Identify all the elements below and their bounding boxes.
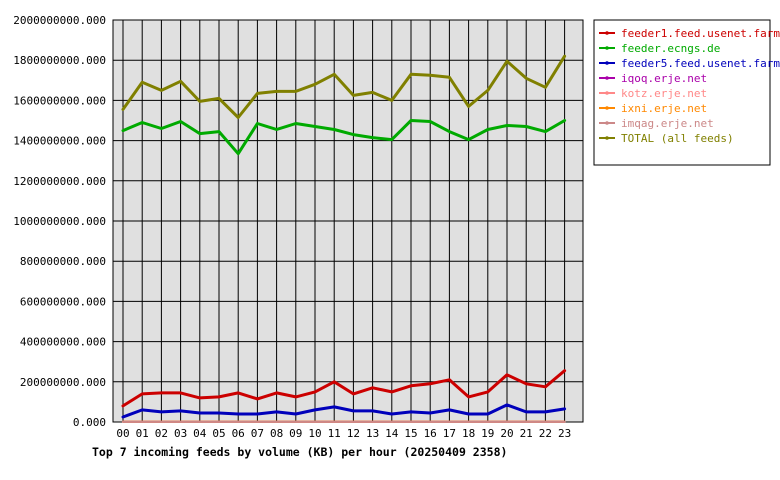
y-tick-label: 1600000000.000 [13, 94, 106, 107]
x-tick-label: 01 [136, 427, 149, 440]
x-axis-tick-labels: 00 01 02 03 04 05 06 07 08 09 10 11 12 13 14 15 16 17 18 19… [116, 427, 571, 440]
x-tick-label: 11 [328, 427, 341, 440]
x-tick-label: 09 [289, 427, 302, 440]
y-tick-label: 200000000.000 [20, 376, 106, 389]
x-tick-label: 12 [347, 427, 360, 440]
x-tick-label: 23 [558, 427, 571, 440]
legend-marker [605, 106, 609, 110]
legend-label: imqag.erje.net [621, 117, 714, 130]
y-tick-label: 1400000000.000 [13, 135, 106, 148]
y-tick-label: 600000000.000 [20, 295, 106, 308]
x-tick-label: 10 [308, 427, 321, 440]
y-tick-label: 0.000 [73, 416, 106, 429]
x-tick-label: 05 [212, 427, 225, 440]
x-tick-label: 02 [155, 427, 168, 440]
y-tick-label: 2000000000.000 [13, 14, 106, 27]
legend-label: feeder.ecngs.de [621, 42, 720, 55]
legend-marker [605, 61, 609, 65]
x-tick-label: 07 [251, 427, 264, 440]
x-tick-label: 06 [232, 427, 245, 440]
legend-box [593, 19, 771, 166]
legend-label: feeder5.feed.usenet.farm [621, 57, 780, 70]
x-tick-label: 08 [270, 427, 283, 440]
x-tick-label: 22 [539, 427, 552, 440]
legend-label: ixni.erje.net [621, 102, 707, 115]
legend-marker [605, 136, 609, 140]
x-tick-label: 14 [385, 427, 399, 440]
y-tick-label: 1000000000.000 [13, 215, 106, 228]
x-tick-label: 17 [443, 427, 456, 440]
series-line [121, 54, 567, 119]
legend-marker [605, 91, 609, 95]
legend: feeder1.feed.usenet.farm feeder.ecngs.de f… [593, 19, 780, 166]
chart-title: Top 7 incoming feeds by volume (KB) per … [92, 445, 507, 459]
x-tick-label: 15 [404, 427, 417, 440]
x-tick-label: 21 [520, 427, 533, 440]
series-lines [121, 54, 567, 423]
legend-label: iqoq.erje.net [621, 72, 707, 85]
legend-label: feeder1.feed.usenet.farm [621, 27, 780, 40]
y-tick-label: 1800000000.000 [13, 54, 106, 67]
legend-label: TOTAL (all feeds) [621, 132, 734, 145]
x-tick-label: 18 [462, 427, 475, 440]
x-tick-label: 16 [424, 427, 437, 440]
x-tick-label: 19 [481, 427, 494, 440]
x-tick-label: 20 [500, 427, 513, 440]
legend-marker [605, 76, 609, 80]
legend-marker [605, 46, 609, 50]
x-tick-label: 13 [366, 427, 379, 440]
x-tick-label: 00 [116, 427, 129, 440]
series-line [121, 403, 567, 419]
y-axis-tick-labels: 0.000 200000000.000 400000000.000 600000000… [13, 14, 106, 429]
series-line [121, 119, 567, 156]
legend-marker [605, 31, 609, 35]
y-tick-label: 1200000000.000 [13, 175, 106, 188]
legend-label: kotz.erje.net [621, 87, 707, 100]
y-tick-label: 400000000.000 [20, 336, 106, 349]
legend-marker [605, 121, 609, 125]
x-tick-label: 04 [193, 427, 207, 440]
series-line [121, 369, 567, 408]
x-tick-label: 03 [174, 427, 187, 440]
y-tick-label: 800000000.000 [20, 255, 106, 268]
